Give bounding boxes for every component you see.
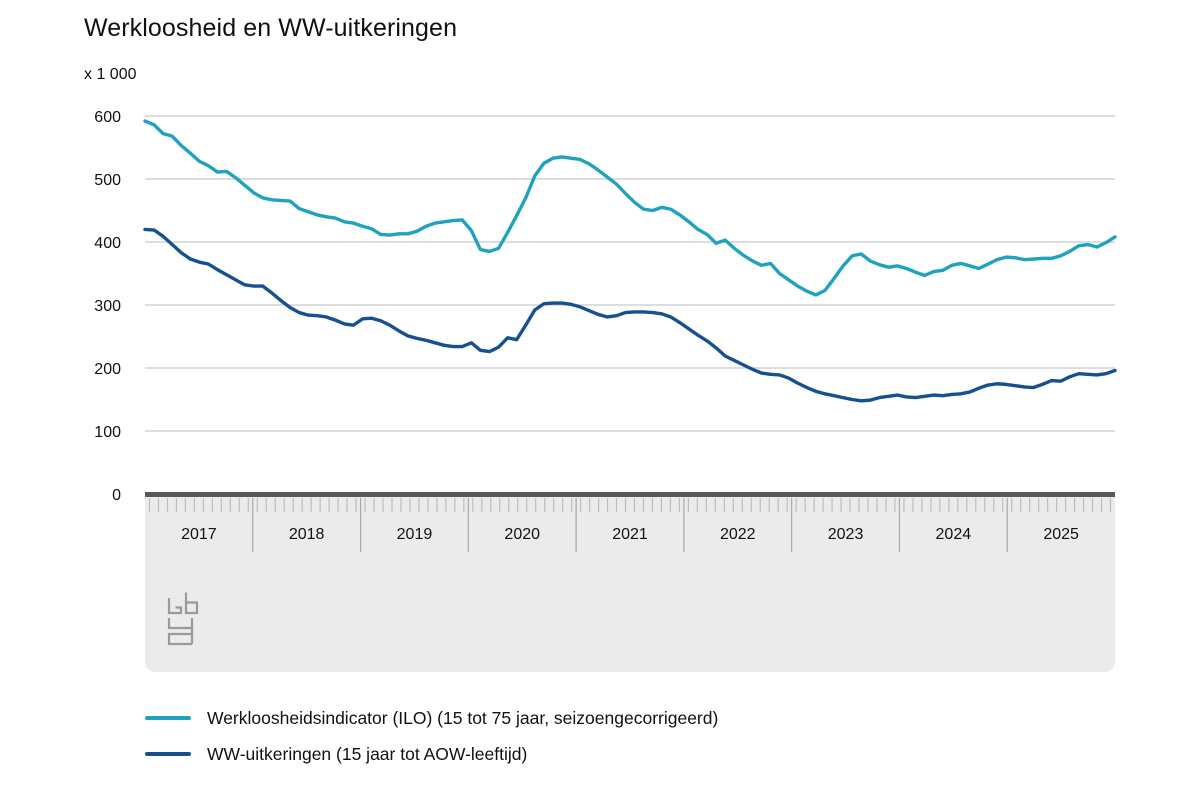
data-series-group [143, 119, 1117, 403]
series-line-ww [143, 227, 1117, 403]
x-axis-tick-label: 2021 [612, 526, 648, 543]
y-axis-tick-label: 100 [94, 424, 121, 441]
y-axis-tick-label: 400 [94, 235, 121, 252]
y-axis-tick-label: 300 [94, 298, 121, 315]
chart-legend: Werkloosheidsindicator (ILO) (15 tot 75 … [145, 700, 1045, 772]
x-axis-tick-label: 2020 [504, 526, 540, 543]
x-axis-tick-label: 2019 [397, 526, 433, 543]
x-axis-tick-label: 2018 [289, 526, 325, 543]
x-axis-tick-label: 2023 [828, 526, 864, 543]
y-axis-unit-label: x 1 000 [84, 66, 137, 83]
y-axis-tick-label: 500 [94, 172, 121, 189]
x-axis-tick-label: 2022 [720, 526, 756, 543]
legend-label-ilo: Werkloosheidsindicator (ILO) (15 tot 75 … [207, 707, 719, 728]
legend-item-ww[interactable]: WW-uitkeringen (15 jaar tot AOW-leeftijd… [145, 736, 1045, 772]
cbs-logo [167, 592, 199, 646]
legend-label-ww: WW-uitkeringen (15 jaar tot AOW-leeftijd… [207, 743, 528, 764]
gridlines [145, 115, 1115, 432]
x-axis-tick-label: 2017 [181, 526, 217, 543]
x-axis-tick-label: 2024 [936, 526, 972, 543]
legend-item-ilo[interactable]: Werkloosheidsindicator (ILO) (15 tot 75 … [145, 700, 1045, 736]
x-axis-minor-ticks [148, 498, 1112, 512]
x-axis-baseline [145, 492, 1115, 497]
y-axis-tick-label: 200 [94, 361, 121, 378]
y-axis-tick-label: 600 [94, 109, 121, 126]
page-title: Werkloosheid en WW-uitkeringen [84, 14, 458, 42]
x-axis-tick-labels: 2017 2018 2019 2020 2021 2022 2023 2024 2025 [181, 526, 1079, 543]
legend-swatch-ww [145, 752, 191, 756]
y-axis-tick-label: 0 [112, 487, 121, 504]
legend-swatch-ilo [145, 716, 191, 720]
x-axis-tick-label: 2025 [1043, 526, 1079, 543]
series-line-ilo [143, 119, 1117, 297]
y-axis-tick-labels: 0 100 200 300 400 500 600 [94, 109, 121, 504]
x-axis-year-separators [252, 498, 1008, 552]
chart-footer-panel [145, 495, 1115, 672]
